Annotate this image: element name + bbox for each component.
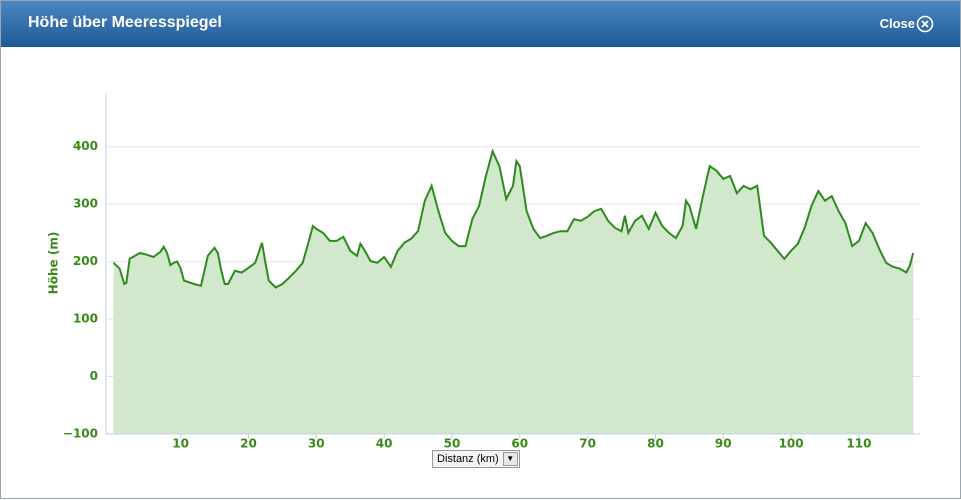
dialog-header: Höhe über Meeresspiegel Close <box>1 1 960 47</box>
x-axis-label: Distanz (km) <box>437 453 499 465</box>
x-tick-label: 60 <box>511 437 528 451</box>
x-tick-label: 90 <box>715 437 732 451</box>
area <box>113 151 914 435</box>
y-axis-label: Höhe (m) <box>47 232 61 295</box>
dropdown-arrow[interactable]: ▼ <box>502 452 518 466</box>
x-tick-label: 110 <box>846 437 871 451</box>
x-tick-label: 70 <box>579 437 596 451</box>
line <box>112 148 915 289</box>
x-tick-label: 80 <box>647 437 664 451</box>
y-tick-label: 300 <box>73 197 98 211</box>
x-tick-label: 30 <box>308 437 325 451</box>
x-tick-label: 100 <box>779 437 804 451</box>
y-tick-label: −100 <box>63 427 98 441</box>
y-tick-label: 100 <box>73 312 98 326</box>
close-icon[interactable] <box>916 15 934 33</box>
close-button[interactable]: Close <box>879 16 915 31</box>
dialog-title: Höhe über Meeresspiegel <box>28 14 222 31</box>
x-tick-label: 40 <box>376 437 393 451</box>
x-tick-label: 50 <box>444 437 461 451</box>
y-tick-label: 0 <box>90 369 98 383</box>
y-tick-label: 200 <box>73 254 98 268</box>
x-tick-label: 10 <box>172 437 189 451</box>
y-tick-label: 400 <box>73 139 98 153</box>
x-tick-label: 20 <box>240 437 257 451</box>
x-axis-select[interactable]: Distanz (km) ▼ <box>432 450 520 468</box>
